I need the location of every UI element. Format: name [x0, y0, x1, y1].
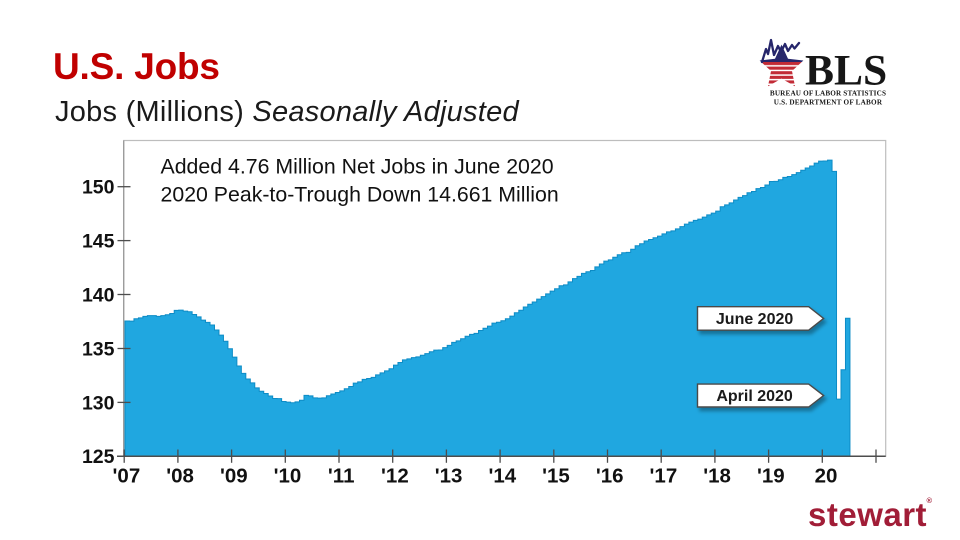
svg-text:2020 Peak-to-Trough Down 14.66: 2020 Peak-to-Trough Down 14.661 Million — [161, 183, 559, 207]
svg-text:'12: '12 — [381, 465, 409, 488]
svg-text:April 2020: April 2020 — [716, 388, 793, 405]
svg-text:stewart: stewart — [808, 496, 927, 533]
svg-text:June 2020: June 2020 — [716, 311, 793, 328]
svg-text:135: 135 — [82, 338, 115, 360]
svg-text:'19: '19 — [757, 465, 785, 488]
svg-text:'09: '09 — [220, 465, 248, 488]
svg-text:150: 150 — [82, 177, 115, 199]
svg-text:BLS: BLS — [805, 47, 887, 95]
svg-text:'16: '16 — [596, 465, 624, 488]
svg-text:'08: '08 — [166, 465, 194, 488]
svg-text:'17: '17 — [650, 465, 678, 488]
svg-text:'07: '07 — [113, 465, 141, 488]
svg-text:U.S. DEPARTMENT OF LABOR: U.S. DEPARTMENT OF LABOR — [774, 99, 883, 107]
svg-text:'10: '10 — [274, 465, 302, 488]
svg-text:BUREAU OF LABOR STATISTICS: BUREAU OF LABOR STATISTICS — [770, 90, 886, 98]
svg-text:®: ® — [927, 496, 933, 505]
svg-text:125: 125 — [82, 446, 115, 468]
svg-text:'15: '15 — [542, 465, 570, 488]
svg-text:'14: '14 — [488, 465, 516, 488]
svg-text:'18: '18 — [703, 465, 731, 488]
svg-text:20: 20 — [815, 465, 838, 488]
svg-text:'11: '11 — [328, 465, 355, 488]
svg-text:130: 130 — [82, 392, 115, 414]
svg-text:Added 4.76 Million Net Jobs in: Added 4.76 Million Net Jobs in June 2020 — [161, 155, 554, 179]
svg-text:140: 140 — [82, 284, 115, 306]
svg-text:'13: '13 — [435, 465, 463, 488]
svg-text:145: 145 — [82, 231, 115, 253]
